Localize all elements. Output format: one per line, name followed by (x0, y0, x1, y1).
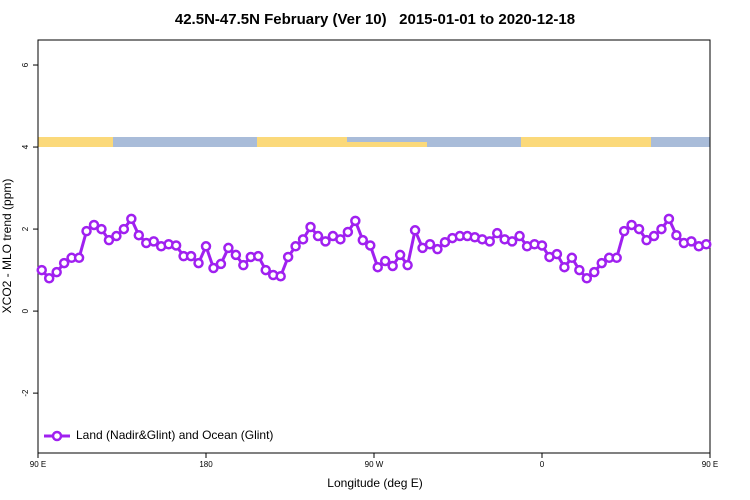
data-point (148, 236, 159, 247)
data-point (96, 223, 107, 235)
data-point (342, 226, 354, 238)
data-point (185, 250, 197, 262)
data-point (686, 236, 697, 247)
data-point (357, 234, 369, 246)
data-point (648, 230, 660, 242)
data-point (402, 259, 413, 271)
data-point (484, 236, 495, 247)
data-point (260, 264, 271, 276)
data-point (312, 230, 324, 242)
data-point (365, 240, 376, 251)
y-tick-label: -2 (21, 389, 30, 397)
x-tick-label: 90 E (702, 460, 718, 469)
y-axis-label: XCO2 - MLO trend (ppm) (0, 179, 14, 314)
data-point (103, 234, 115, 246)
legend-label: Land (Nadir&Glint) and Ocean (Glint) (76, 428, 273, 442)
data-point (215, 258, 227, 270)
data-point (350, 215, 361, 227)
data-point (193, 257, 204, 269)
data-point (551, 248, 563, 260)
data-point (671, 229, 682, 241)
x-tick-label: 90 E (30, 460, 46, 469)
data-point (432, 243, 443, 255)
data-point (275, 270, 286, 282)
legend-marker (51, 430, 63, 442)
data-point (559, 261, 570, 273)
data-point (133, 229, 145, 241)
y-tick-label: 6 (21, 62, 30, 67)
data-point (253, 250, 264, 262)
data-point (641, 234, 652, 246)
data-point (170, 240, 182, 251)
x-tick-label: 180 (199, 460, 213, 469)
data-point (88, 219, 100, 231)
data-point (506, 236, 518, 247)
data-point (611, 252, 622, 264)
data-point (126, 213, 137, 225)
data-point (574, 264, 585, 276)
data-point (320, 236, 331, 247)
data-point (394, 249, 406, 261)
data-point (43, 273, 55, 284)
data-point (282, 251, 294, 263)
data-point (626, 219, 637, 231)
data-point (73, 252, 85, 264)
data-point (297, 234, 309, 245)
data-point (58, 257, 70, 269)
data-point (566, 252, 578, 264)
data-point (618, 225, 630, 237)
data-point (118, 223, 130, 235)
data-point (238, 259, 249, 271)
y-tick-label: 4 (21, 144, 30, 149)
data-point (581, 273, 593, 284)
data-point (111, 230, 122, 242)
data-point (663, 213, 675, 225)
data-point (589, 266, 600, 278)
data-point (305, 221, 316, 233)
data-point (656, 223, 667, 235)
data-point (200, 241, 212, 252)
data-point (372, 261, 383, 273)
map-strip (38, 137, 710, 147)
data-point (424, 238, 436, 250)
data-point (51, 266, 62, 278)
data-point (514, 230, 525, 242)
data-point (596, 257, 607, 269)
data-point (379, 255, 391, 267)
data-point (223, 242, 234, 254)
x-tick-label: 90 W (365, 460, 384, 469)
data-point (208, 262, 219, 274)
data-point (409, 225, 421, 236)
chart-title: 42.5N-47.5N February (Ver 10) 2015-01-01… (175, 11, 575, 28)
data-point (36, 264, 47, 276)
data-point (290, 241, 301, 252)
data-point (701, 238, 712, 250)
data-point (536, 240, 548, 251)
data-point (491, 227, 503, 239)
data-point (439, 236, 451, 248)
data-point (81, 225, 92, 237)
y-tick-label: 0 (21, 308, 30, 313)
data-point (387, 260, 398, 272)
x-tick-label: 0 (540, 460, 545, 469)
data-point (230, 249, 242, 261)
x-axis-label: Longitude (deg E) (327, 476, 422, 490)
data-point (633, 223, 645, 235)
y-tick-label: 2 (21, 226, 30, 231)
data-point (335, 234, 346, 245)
